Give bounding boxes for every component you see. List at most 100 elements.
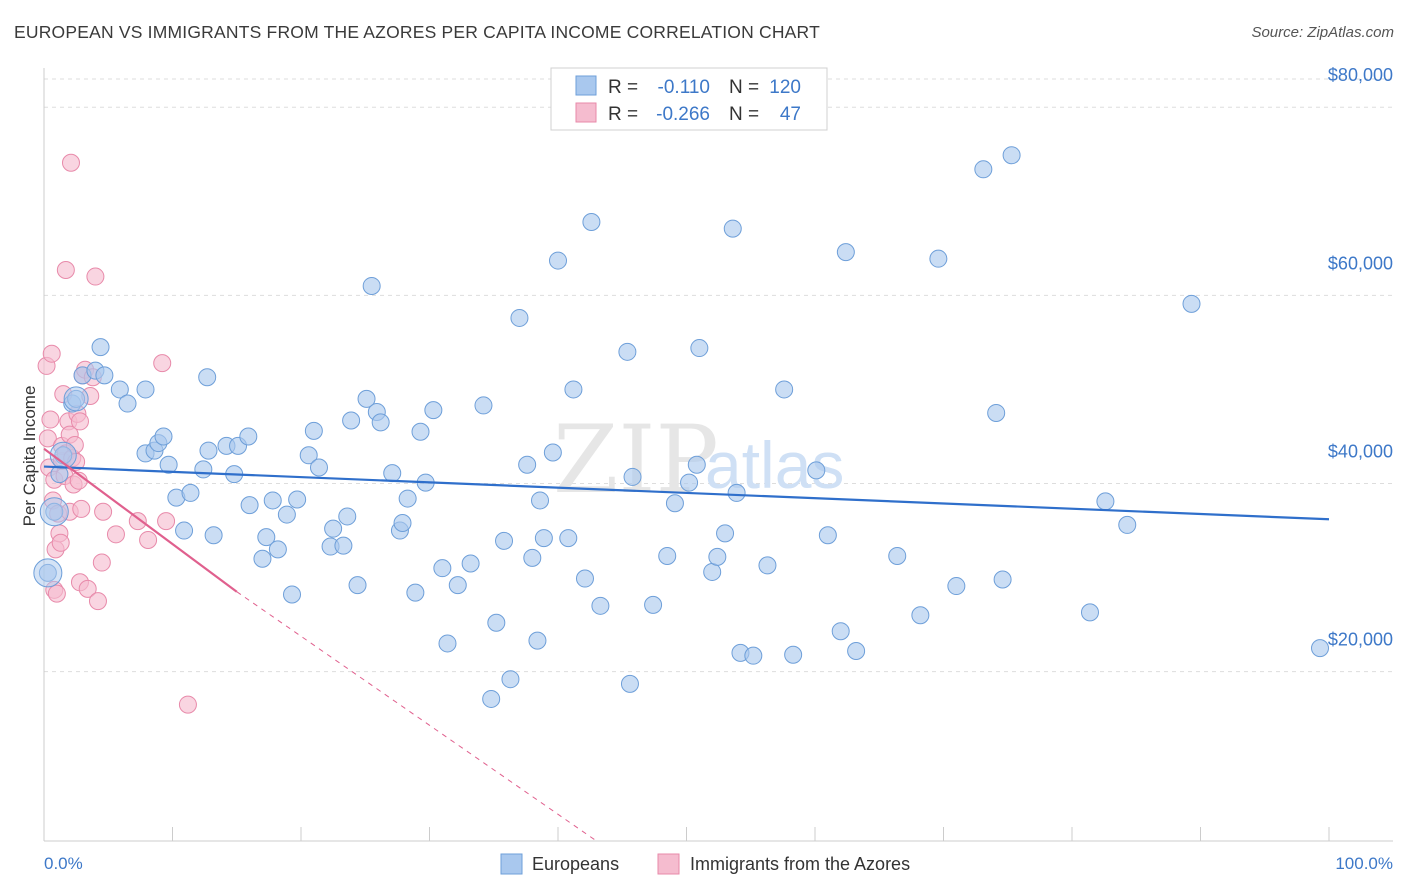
azores-point [42,344,61,363]
azores-point [106,525,125,544]
europeans-point [1080,603,1099,622]
europeans-point [288,490,307,509]
europeans-point [194,460,213,479]
europeans-point [708,547,727,566]
europeans-point [175,521,194,540]
europeans-point [342,411,361,430]
europeans-point [665,494,684,513]
europeans-point [159,455,178,474]
europeans-point [1182,294,1201,313]
bottom-legend: Europeans Immigrants from the Azores [500,853,910,875]
europeans-point [309,458,328,477]
europeans-point [680,473,699,492]
europeans-point [716,524,735,543]
europeans-point [559,529,578,548]
trend-lines [43,447,1330,842]
europeans-point [623,467,642,486]
series-azores-points [37,153,197,714]
europeans-point [1118,515,1137,534]
europeans-point [199,441,218,460]
europeans-point [723,219,742,238]
europeans-point [338,507,357,526]
azores-point [128,512,147,531]
europeans-point [564,380,583,399]
azores-point [94,502,113,521]
europeans-point [775,380,794,399]
x-ticks [43,827,1330,841]
y-tick-label: $40,000 [1328,442,1393,462]
europeans-point [687,455,706,474]
europeans-point [362,276,381,295]
europeans-point [911,606,930,625]
azores-trend-line [43,447,238,593]
europeans-point [836,243,855,262]
europeans-point [406,583,425,602]
europeans-point [383,464,402,483]
europeans-point [582,212,601,231]
series-europeans-points [33,146,1330,708]
europeans-point [534,529,553,548]
europeans-point [411,422,430,441]
azores-point [56,260,75,279]
europeans-point [495,531,514,550]
europeans-point [257,528,276,547]
legend-n-value-1: 120 [769,77,801,98]
europeans-point [118,394,137,413]
azores-point [41,410,60,429]
europeans-point [831,622,850,641]
x-tick-label-max: 100.0% [1335,854,1393,873]
europeans-point [784,645,803,664]
azores-point [178,695,197,714]
europeans-point [398,489,417,508]
azores-point [92,553,111,572]
europeans-point [136,380,155,399]
europeans-point [154,427,173,446]
legend-n-label-1: N = [729,77,759,98]
azores-point [47,584,66,603]
axes [43,68,1393,842]
europeans-point [304,421,323,440]
europeans-point [357,389,376,408]
azores-point [70,412,89,431]
europeans-point [518,455,537,474]
europeans-point [575,569,594,588]
europeans-point [1002,146,1021,165]
europeans-point [433,559,452,578]
y-tick-label: $80,000 [1328,65,1393,85]
azores-point [88,592,107,611]
legend-frame [550,67,828,131]
europeans-point [974,160,993,179]
europeans-point [253,549,272,568]
europeans-point [348,576,367,595]
europeans-point-large [63,386,89,412]
europeans-point [620,674,639,693]
europeans-point-large [39,497,69,527]
europeans-point [549,251,567,270]
europeans-point [758,556,777,575]
europeans-point [543,443,562,462]
europeans-point [658,546,677,565]
europeans-point [531,491,550,510]
europeans-point [393,514,412,533]
europeans-point [487,613,506,632]
azores-point [51,533,70,552]
europeans-point [929,249,948,268]
azores-point [61,153,80,172]
europeans-point [283,585,302,604]
azores-point [38,429,57,448]
europeans-point [523,548,542,567]
europeans-point [240,496,259,515]
azores-point [139,530,158,549]
europeans-point [299,446,318,465]
europeans-point [474,396,493,415]
europeans-point [703,562,722,581]
europeans-point [644,595,663,614]
europeans-point [744,646,763,665]
europeans-point [334,536,353,555]
legend-r-label-2: R = [608,104,638,125]
bottom-legend-azores: Immigrants from the Azores [690,854,910,874]
azores-point [78,579,97,598]
europeans-point [1311,639,1330,658]
europeans-point [690,339,709,358]
